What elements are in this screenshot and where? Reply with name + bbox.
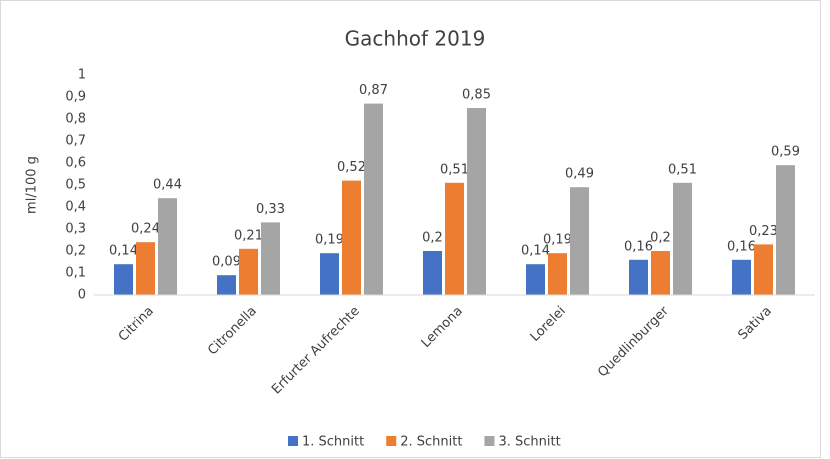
y-tick-label: 0,3 bbox=[65, 222, 86, 237]
bar bbox=[754, 244, 773, 295]
bar bbox=[732, 259, 751, 295]
value-label: 0,33 bbox=[256, 202, 285, 217]
value-label: 0,16 bbox=[727, 239, 756, 254]
bar bbox=[570, 187, 589, 295]
value-label: 0,2 bbox=[422, 231, 443, 246]
y-axis-label: ml/100 g bbox=[25, 156, 40, 214]
bar bbox=[114, 264, 133, 295]
bar bbox=[239, 248, 258, 295]
y-tick-label: 0,6 bbox=[65, 156, 86, 171]
value-label: 0,51 bbox=[668, 162, 697, 177]
bar bbox=[548, 253, 567, 295]
bar bbox=[423, 251, 442, 295]
value-label: 0,2 bbox=[650, 231, 671, 246]
y-tick-label: 0,8 bbox=[65, 112, 86, 127]
value-label: 0,51 bbox=[440, 162, 469, 177]
value-label: 0,49 bbox=[565, 167, 594, 182]
chart-title: Gachhof 2019 bbox=[345, 27, 486, 51]
legend-label: 1. Schnitt bbox=[302, 435, 364, 450]
value-label: 0,44 bbox=[153, 178, 182, 193]
bar bbox=[673, 182, 692, 295]
bar bbox=[320, 253, 339, 295]
bar bbox=[342, 180, 361, 295]
value-label: 0,09 bbox=[212, 255, 241, 270]
bar bbox=[217, 275, 236, 295]
bar bbox=[629, 259, 648, 295]
bar bbox=[526, 264, 545, 295]
value-label: 0,21 bbox=[234, 228, 263, 243]
legend-swatch bbox=[484, 436, 495, 446]
y-tick-label: 0,5 bbox=[65, 178, 86, 193]
y-tick-label: 0,7 bbox=[65, 134, 86, 149]
value-label: 0,14 bbox=[521, 244, 550, 259]
y-tick-label: 0,4 bbox=[65, 200, 86, 215]
value-label: 0,87 bbox=[359, 83, 388, 98]
value-label: 0,23 bbox=[749, 224, 778, 239]
bar bbox=[136, 242, 155, 295]
legend-label: 3. Schnitt bbox=[498, 435, 560, 450]
value-label: 0,85 bbox=[462, 88, 491, 103]
y-tick-label: 0,1 bbox=[65, 266, 86, 281]
value-label: 0,52 bbox=[337, 160, 366, 175]
bar bbox=[364, 103, 383, 295]
legend-swatch bbox=[386, 436, 397, 446]
value-label: 0,59 bbox=[771, 145, 800, 160]
y-tick-label: 0,2 bbox=[65, 244, 86, 259]
value-label: 0,19 bbox=[315, 233, 344, 248]
bar bbox=[445, 182, 464, 295]
value-label: 0,19 bbox=[543, 233, 572, 248]
y-tick-label: 1 bbox=[78, 68, 86, 83]
y-tick-label: 0,9 bbox=[65, 90, 86, 105]
y-tick-label: 0 bbox=[78, 288, 86, 303]
value-label: 0,24 bbox=[131, 222, 160, 237]
value-label: 0,14 bbox=[109, 244, 138, 259]
bar bbox=[158, 198, 177, 295]
bar bbox=[776, 165, 795, 295]
bar bbox=[261, 222, 280, 295]
bar bbox=[467, 108, 486, 295]
value-label: 0,16 bbox=[624, 239, 653, 254]
legend-label: 2. Schnitt bbox=[400, 435, 462, 450]
bar bbox=[651, 251, 670, 295]
legend-swatch bbox=[288, 436, 298, 446]
